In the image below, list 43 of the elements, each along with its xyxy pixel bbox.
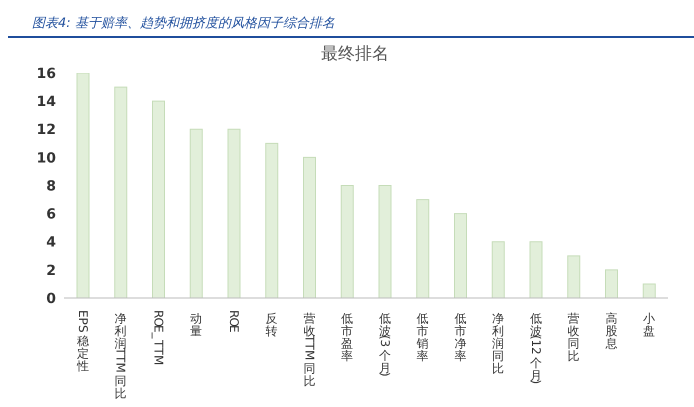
y-tick-label: 10 — [36, 150, 56, 166]
bar — [454, 213, 467, 298]
chart-title: 最终排名 — [320, 43, 390, 65]
x-tick-label: 低市净率 — [454, 312, 466, 363]
x-tick-label: 高股息 — [604, 312, 618, 350]
x-tick-label: 低市销率 — [416, 312, 429, 363]
x-tick-label: 净利润同比 — [492, 312, 504, 376]
bar — [492, 241, 505, 298]
bar — [228, 128, 240, 298]
x-tick-label: 低波(12个月) — [528, 312, 543, 384]
x-tick-label: EPS稳定性 — [76, 310, 90, 373]
x-tick-label: 动量 — [190, 312, 202, 338]
chart-subtitle: 图表4: 基于赔率、趋势和拥挤度的风格因子综合排名 — [8, 8, 694, 38]
bar — [605, 269, 618, 298]
x-tick-label: ROE_TTM — [151, 310, 166, 366]
x-tick-label: 营收同比 — [568, 312, 580, 363]
y-tick-label: 12 — [36, 122, 56, 138]
bar — [114, 86, 128, 298]
bar — [152, 100, 165, 298]
y-tick-label: 8 — [46, 178, 56, 194]
x-tick-label: 小盘 — [643, 312, 656, 338]
y-tick-label: 0 — [46, 290, 56, 307]
x-tick-label: 低市盈率 — [341, 312, 354, 363]
y-tick-label: 14 — [36, 94, 56, 110]
x-tick-label: 净利润TTM同比 — [114, 312, 128, 400]
bar — [340, 185, 354, 298]
y-tick-label: 4 — [46, 234, 56, 251]
bar — [530, 241, 542, 298]
x-tick-label: 低波(3个月) — [378, 312, 392, 377]
y-tick-label: 16 — [36, 66, 56, 82]
bar — [642, 283, 656, 298]
bar — [265, 142, 278, 298]
bar — [567, 255, 580, 298]
y-tick-label: 6 — [46, 206, 56, 223]
bar — [303, 156, 316, 298]
x-tick-label: 营收TTM同比 — [302, 312, 316, 388]
x-tick-label: ROE — [226, 310, 241, 333]
bar — [190, 128, 203, 298]
bar — [378, 185, 392, 298]
bar — [416, 199, 430, 298]
x-tick-label: 反转 — [266, 312, 278, 338]
bar — [76, 73, 90, 298]
y-tick-label: 2 — [46, 262, 56, 279]
